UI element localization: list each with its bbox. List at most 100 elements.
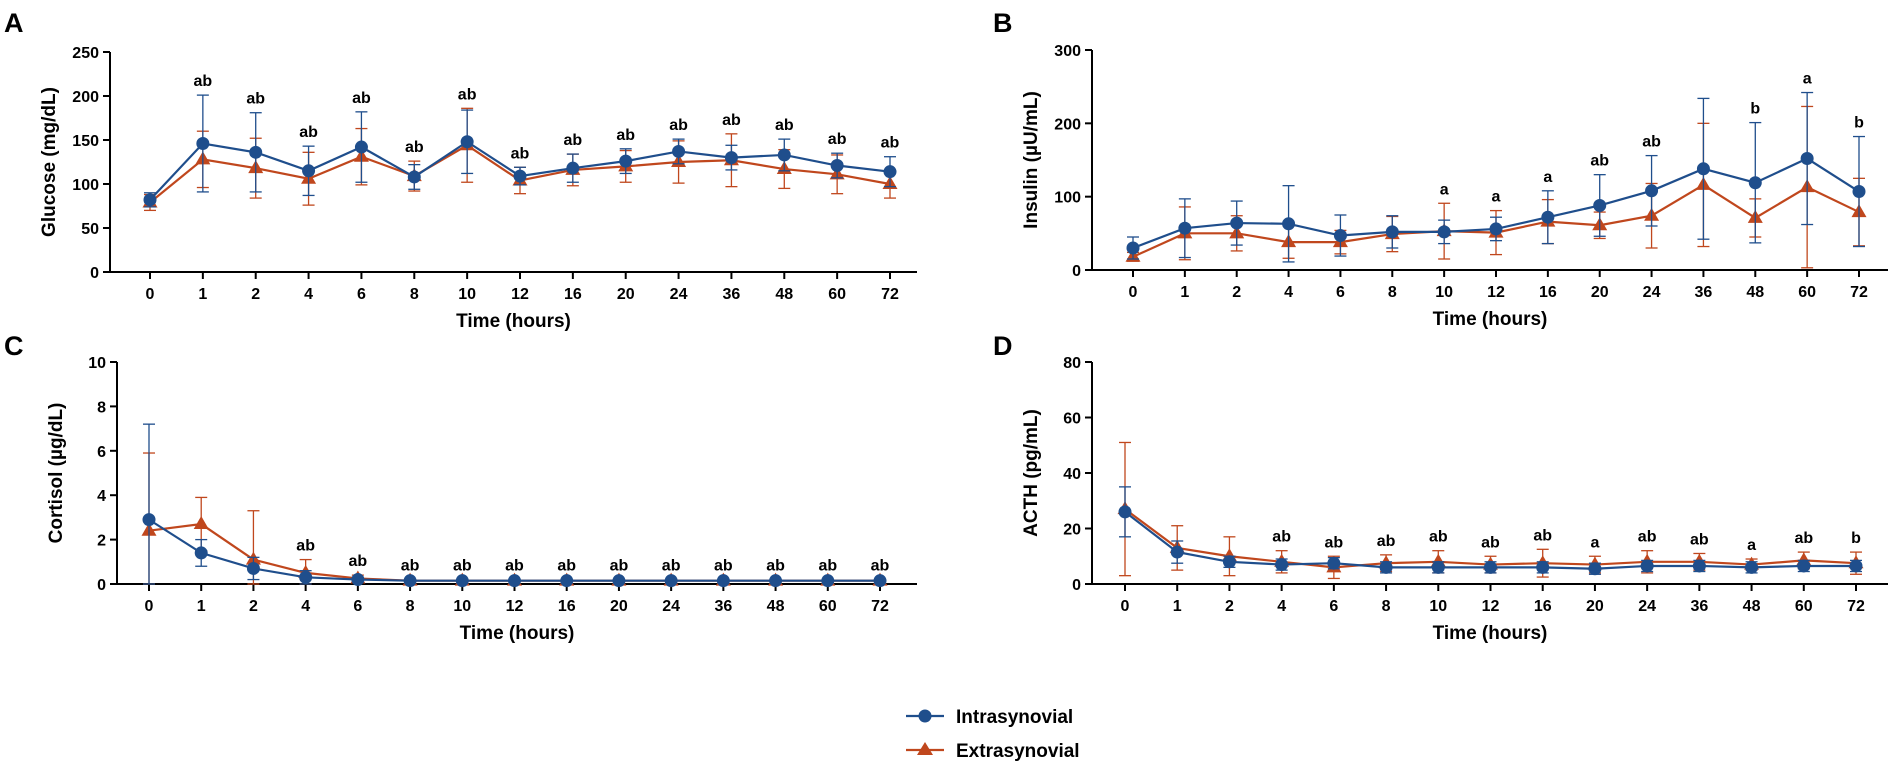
panel-a-sig-label: ab xyxy=(828,131,847,148)
panel-d-letter: D xyxy=(993,331,1013,361)
panel-b-x-tick-label: 10 xyxy=(1435,284,1453,301)
panel-a-point-intrasynovial xyxy=(883,165,897,179)
panel-b-point-intrasynovial xyxy=(1333,229,1347,243)
panel-a-x-tick-label: 1 xyxy=(198,286,207,303)
panel-d-y-tick-label: 40 xyxy=(1063,466,1081,483)
panel-d-sig-label: ab xyxy=(1481,534,1500,551)
panel-c-point-intrasynovial xyxy=(194,546,208,560)
panel-c-x-tick-label: 72 xyxy=(871,598,889,615)
panel-a-y-tick-label: 250 xyxy=(72,45,99,62)
panel-a-y-tick-label: 150 xyxy=(72,133,99,150)
panel-b-x-tick-label: 24 xyxy=(1643,284,1661,301)
panel-a-point-intrasynovial xyxy=(407,170,421,184)
panel-d-point-intrasynovial xyxy=(1170,545,1184,559)
panel-d-point-intrasynovial xyxy=(1275,558,1289,572)
panel-d-sig-label: ab xyxy=(1533,527,1552,544)
panel-a-sig-label: ab xyxy=(299,124,318,141)
panel-c-point-intrasynovial xyxy=(299,570,313,584)
panel-d-x-tick-label: 16 xyxy=(1534,598,1552,615)
panel-a-x-tick-label: 6 xyxy=(357,286,366,303)
panel-a-point-intrasynovial xyxy=(672,144,686,158)
panel-c-x-tick-label: 10 xyxy=(453,598,471,615)
panel-d-x-tick-label: 0 xyxy=(1121,598,1130,615)
panel-a-y-axis-title: Glucose (mg/dL) xyxy=(39,87,60,237)
panel-c-point-intrasynovial xyxy=(142,513,156,527)
panel-a-y-tick-label: 200 xyxy=(72,89,99,106)
panel-c-y-tick-label: 2 xyxy=(97,533,106,550)
panel-a-sig-label: ab xyxy=(405,139,424,156)
panel-d-x-tick-label: 20 xyxy=(1586,598,1604,615)
panel-a-x-tick-label: 24 xyxy=(670,286,688,303)
panel-a-y-tick-label: 0 xyxy=(90,265,99,282)
panel-a-x-axis-title: Time (hours) xyxy=(456,311,571,332)
panel-d-point-intrasynovial xyxy=(1222,555,1236,569)
panel-c-x-axis-title: Time (hours) xyxy=(460,623,575,644)
panel-a-y-tick-label: 50 xyxy=(81,221,99,238)
panel-a-point-intrasynovial xyxy=(619,154,633,168)
panel-c-y-tick-label: 8 xyxy=(97,399,106,416)
panel-c-point-intrasynovial xyxy=(612,574,626,588)
panel-d-x-tick-label: 60 xyxy=(1795,598,1813,615)
panel-d-point-intrasynovial xyxy=(1692,559,1706,573)
panel-b-x-tick-label: 1 xyxy=(1180,284,1189,301)
panel-c-sig-label: ab xyxy=(662,558,681,575)
panel-b-y-tick-label: 200 xyxy=(1054,116,1081,133)
panel-c-series-intrasynovial xyxy=(142,423,887,588)
panel-a-x-tick-label: 48 xyxy=(775,286,793,303)
panel-a-sig-label: ab xyxy=(775,117,794,134)
panel-b-y-tick-label: 300 xyxy=(1054,43,1081,60)
panel-b-sig-label: a xyxy=(1492,189,1501,206)
panel-d-point-intrasynovial xyxy=(1536,560,1550,574)
panel-c-x-tick-label: 36 xyxy=(714,598,732,615)
panel-a-point-intrasynovial xyxy=(196,137,210,151)
panel-b-x-tick-label: 6 xyxy=(1336,284,1345,301)
panel-d-x-tick-label: 2 xyxy=(1225,598,1234,615)
panel-a-sig-label: ab xyxy=(616,127,635,144)
panel-d-sig-label: ab xyxy=(1429,529,1448,546)
panel-b-x-tick-label: 8 xyxy=(1388,284,1397,301)
panel-b-point-intrasynovial xyxy=(1126,241,1140,255)
panel-c-point-intrasynovial xyxy=(716,574,730,588)
panel-d-sig-label: a xyxy=(1590,534,1599,551)
panel-a-x-tick-label: 8 xyxy=(410,286,419,303)
panel-c-point-intrasynovial xyxy=(403,574,417,588)
panel-c-x-tick-label: 16 xyxy=(558,598,576,615)
panel-b-point-intrasynovial xyxy=(1178,221,1192,235)
panel-c-x-tick-label: 4 xyxy=(301,598,310,615)
panel-b-point-intrasynovial xyxy=(1489,222,1503,236)
panel-c-sig-label: ab xyxy=(714,558,733,575)
panel-b-sig-label: b xyxy=(1854,115,1864,132)
panel-d-x-tick-label: 48 xyxy=(1743,598,1761,615)
panel-c-letter: C xyxy=(4,331,24,361)
panel-a-sig-label: ab xyxy=(246,91,265,108)
panel-c-sig-label: ab xyxy=(453,558,472,575)
panel-c-x-tick-label: 0 xyxy=(145,598,154,615)
panel-c-point-intrasynovial xyxy=(560,574,574,588)
panel-a-sig-label: ab xyxy=(881,135,900,152)
panel-c-point-intrasynovial xyxy=(769,574,783,588)
panel-b-point-intrasynovial xyxy=(1385,225,1399,239)
panel-a-point-intrasynovial xyxy=(777,148,791,162)
panel-c-point-intrasynovial xyxy=(821,574,835,588)
panel-a-point-intrasynovial xyxy=(143,193,157,207)
panel-a-sig-label: ab xyxy=(511,145,530,162)
panel-c-point-intrasynovial xyxy=(455,574,469,588)
panel-d-y-axis-title: ACTH (pg/mL) xyxy=(1021,409,1042,537)
panel-c-x-tick-label: 2 xyxy=(249,598,258,615)
panel-c-point-extrasynovial xyxy=(193,516,209,530)
panel-d-point-intrasynovial xyxy=(1745,560,1759,574)
panel-c-y-axis-title: Cortisol (µg/dL) xyxy=(46,403,67,544)
panel-a-point-intrasynovial xyxy=(513,169,527,183)
panel-a-sig-label: ab xyxy=(722,112,741,129)
panel-c-sig-label: ab xyxy=(401,558,420,575)
panel-d-sig-label: ab xyxy=(1794,530,1813,547)
legend: Intrasynovial Extrasynovial xyxy=(906,707,1080,762)
panel-b-x-tick-label: 12 xyxy=(1487,284,1505,301)
panel-a-x-tick-label: 20 xyxy=(617,286,635,303)
panel-b-x-tick-label: 60 xyxy=(1798,284,1816,301)
